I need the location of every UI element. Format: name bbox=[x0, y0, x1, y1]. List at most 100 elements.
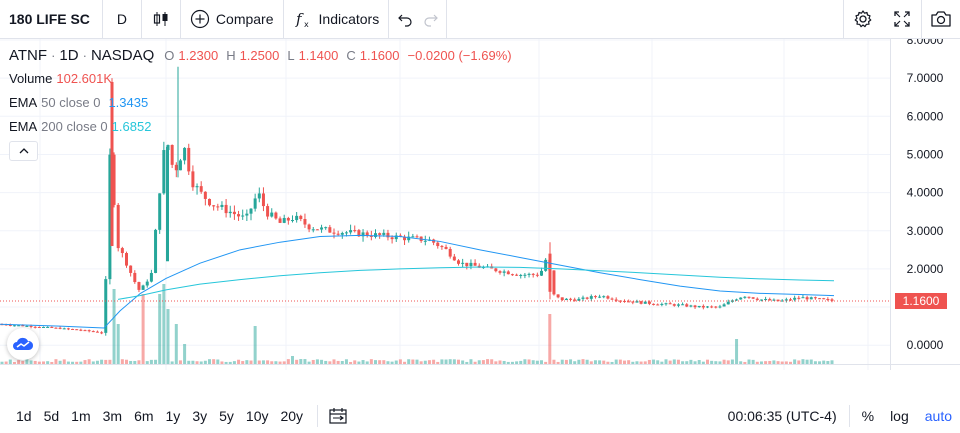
candle-body bbox=[457, 260, 460, 264]
volume-bar bbox=[208, 359, 211, 364]
candle-body bbox=[577, 298, 581, 301]
interval-button[interactable]: D bbox=[103, 0, 142, 38]
chart-type-button[interactable] bbox=[142, 0, 181, 38]
tradingview-logo[interactable] bbox=[7, 328, 39, 360]
plus-circle-icon bbox=[190, 9, 210, 29]
volume-bar bbox=[232, 361, 236, 364]
range-5y[interactable]: 5y bbox=[219, 407, 234, 424]
volume-bar bbox=[427, 360, 431, 364]
close-value: 1.1600 bbox=[359, 48, 400, 63]
candle-body bbox=[110, 81, 114, 247]
candle-body bbox=[299, 215, 303, 219]
candle-body bbox=[751, 297, 755, 299]
volume-bar bbox=[349, 361, 353, 364]
price-tick-label: 5.0000 bbox=[907, 147, 944, 161]
candle-body bbox=[822, 298, 826, 300]
clock-timezone[interactable]: 00:06:35 (UTC-4) bbox=[727, 407, 837, 424]
indicators-button[interactable]: f x Indicators bbox=[284, 0, 390, 38]
volume-bar bbox=[818, 361, 822, 364]
percent-toggle[interactable]: % bbox=[861, 407, 875, 424]
collapse-legend-button[interactable] bbox=[9, 141, 38, 161]
price-chart[interactable]: 8.0000 7.0000 6.0000 5.0000 4.0000 3.0000 2.00… bbox=[0, 39, 960, 370]
date-range-icon[interactable] bbox=[328, 407, 348, 425]
redo-button[interactable] bbox=[417, 0, 448, 38]
range-1d[interactable]: 1d bbox=[16, 407, 32, 424]
candle-body bbox=[452, 256, 456, 261]
volume-bar bbox=[813, 361, 817, 364]
candle-body bbox=[540, 270, 543, 276]
volume-bar bbox=[440, 359, 444, 364]
candle-body bbox=[569, 298, 573, 300]
candle-body bbox=[631, 301, 635, 303]
volume-bar bbox=[58, 360, 62, 364]
volume-bar bbox=[270, 361, 274, 364]
candle-body bbox=[461, 262, 465, 264]
range-20y[interactable]: 20y bbox=[280, 407, 304, 424]
volume-bar bbox=[730, 359, 734, 364]
open-key: O bbox=[164, 48, 175, 63]
volume-bar bbox=[4, 361, 8, 364]
candle-body bbox=[764, 299, 768, 301]
symbol-search-button[interactable]: 180 LIFE SC bbox=[0, 0, 103, 38]
candle-body bbox=[303, 218, 307, 225]
volume-bar bbox=[523, 359, 527, 364]
range-1m[interactable]: 1m bbox=[71, 407, 91, 424]
price-tick-label: 6.0000 bbox=[907, 109, 944, 123]
candle-body bbox=[195, 186, 199, 188]
chart-area[interactable]: 8.0000 7.0000 6.0000 5.0000 4.0000 3.0000 2.00… bbox=[0, 39, 960, 370]
range-10y[interactable]: 10y bbox=[245, 407, 269, 424]
fullscreen-button[interactable] bbox=[882, 0, 921, 38]
volume-bar bbox=[676, 359, 680, 364]
log-toggle[interactable]: log bbox=[890, 407, 909, 424]
candle-body bbox=[826, 299, 830, 301]
snapshot-button[interactable] bbox=[921, 0, 960, 38]
candle-body bbox=[585, 297, 589, 299]
ema200-legend[interactable]: EMA 200 close 0 1.6852 bbox=[9, 119, 151, 134]
range-3m[interactable]: 3m bbox=[102, 407, 123, 424]
candle-body bbox=[340, 232, 344, 235]
volume-bar bbox=[631, 361, 635, 364]
candle-body bbox=[361, 232, 365, 237]
volume-bar bbox=[170, 361, 174, 364]
volume-bar bbox=[415, 359, 419, 364]
range-6m[interactable]: 6m bbox=[134, 407, 154, 424]
ema50-legend[interactable]: EMA 50 close 0 1.3435 bbox=[9, 95, 148, 110]
change-value: −0.0200 (−1.69%) bbox=[407, 48, 512, 63]
volume-bar bbox=[158, 294, 162, 364]
redo-icon bbox=[424, 14, 439, 27]
volume-bar bbox=[295, 359, 299, 364]
volume-bar bbox=[228, 361, 232, 364]
candle-body bbox=[789, 299, 792, 301]
candle-body bbox=[801, 297, 805, 299]
volume-bar bbox=[278, 361, 282, 364]
volume-bar bbox=[224, 361, 228, 364]
candle-body bbox=[245, 213, 249, 216]
candle-body bbox=[693, 305, 697, 308]
volume-bar bbox=[237, 359, 241, 364]
volume-bar bbox=[307, 361, 311, 364]
volume-bar bbox=[764, 361, 768, 364]
ema50-params: 50 close 0 bbox=[41, 95, 101, 110]
auto-scale-toggle[interactable]: auto bbox=[924, 407, 952, 424]
volume-bar bbox=[291, 356, 294, 364]
compare-button[interactable]: Compare bbox=[181, 0, 284, 38]
range-1y[interactable]: 1y bbox=[165, 407, 181, 424]
volume-bar bbox=[809, 359, 813, 364]
volume-legend[interactable]: Volume 102.601K bbox=[9, 71, 112, 86]
candle-body bbox=[668, 303, 672, 305]
volume-bar bbox=[137, 360, 141, 364]
volume-bar bbox=[548, 314, 552, 364]
settings-button[interactable] bbox=[843, 0, 882, 38]
ema200-label: EMA bbox=[9, 119, 38, 134]
candle-body bbox=[21, 325, 25, 327]
candle-body bbox=[610, 298, 614, 300]
candle-body bbox=[365, 232, 369, 236]
volume-bar bbox=[540, 360, 543, 364]
undo-button[interactable] bbox=[389, 0, 417, 38]
volume-bar bbox=[116, 324, 120, 364]
range-3y[interactable]: 3y bbox=[192, 407, 208, 424]
range-5d[interactable]: 5d bbox=[43, 407, 60, 424]
candle-body bbox=[228, 211, 232, 214]
divider bbox=[848, 404, 850, 427]
volume-bar bbox=[768, 360, 772, 364]
